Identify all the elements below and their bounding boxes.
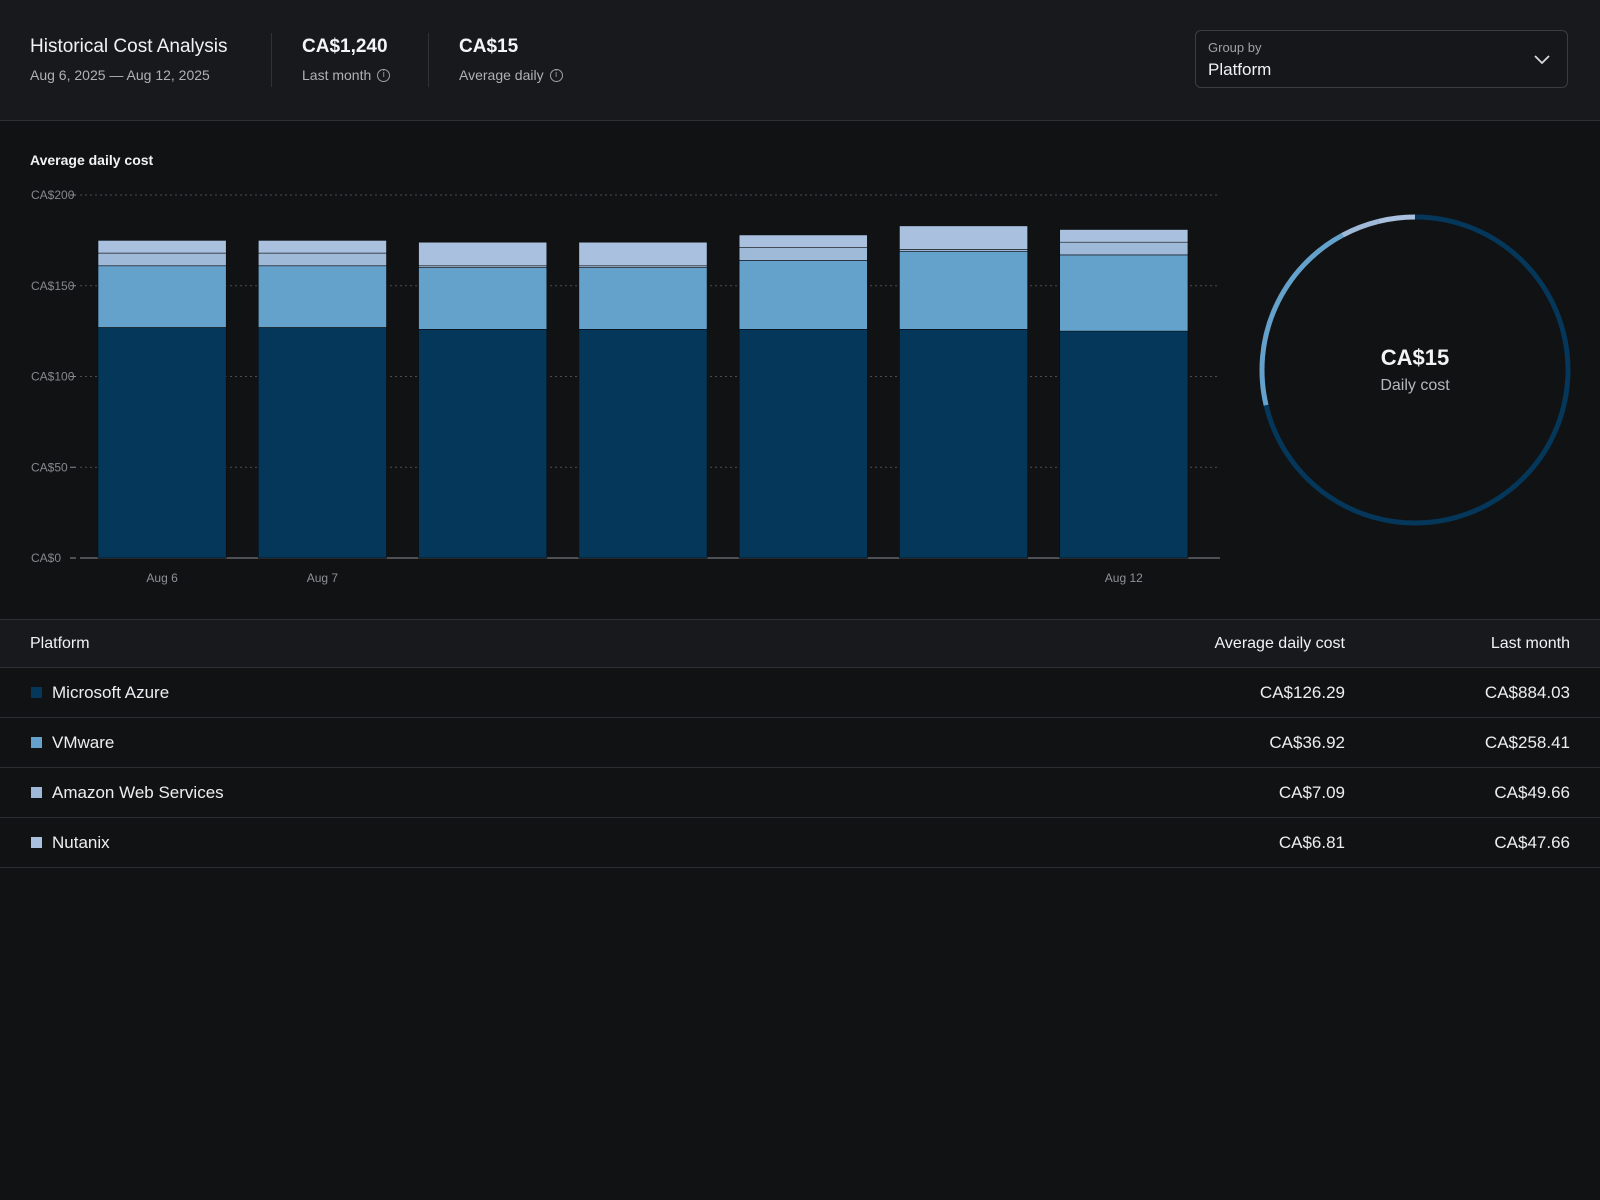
x-tick-label: Aug 6 [146,571,178,585]
x-tick-label: Aug 7 [307,571,339,585]
legend-swatch [31,737,42,748]
average-daily-cost: CA$126.29 [1259,683,1345,702]
bar-segment [1059,241,1189,256]
stat-last-month-value: CA$1,240 [302,36,388,57]
bar-segment [97,240,227,254]
last-month-cost: CA$49.66 [1494,783,1570,802]
platform-name: VMware [52,733,115,752]
chevron-down-icon [1534,55,1550,65]
bar-segment [97,265,227,328]
divider [428,33,429,87]
bar-segment [257,240,387,254]
bar-segment [418,329,548,559]
y-tick-label: CA$0 [31,551,61,565]
donut-value: CA$15 [1380,345,1450,370]
table-row[interactable]: VMware CA$36.92 CA$258.41 [0,718,1600,768]
platform-name: Microsoft Azure [52,683,170,702]
bar-segment [257,265,387,328]
info-icon[interactable]: i [549,68,563,82]
bar-segment [578,241,708,267]
stat-average-daily-label: Average daily [459,67,544,83]
page-title: Historical Cost Analysis [30,36,228,57]
platform-name: Nutanix [52,833,110,852]
bar-segment [578,267,708,330]
bar-segment [257,252,387,267]
group-by-value: Platform [1208,60,1272,79]
table-header: Platform Average daily cost Last month [0,619,1600,668]
y-tick-label: CA$100 [31,370,75,384]
info-icon[interactable]: i [377,68,391,82]
donut-segment [1377,214,1416,224]
summary-header: Historical Cost Analysis Aug 6, 2025 — A… [0,0,1600,121]
legend-swatch [31,837,42,848]
donut-segment [1263,214,1571,526]
bar-segment [257,327,387,559]
group-by-label: Group by [1208,40,1262,55]
average-daily-cost: CA$6.81 [1278,833,1345,852]
stat-last-month: CA$1,240 Last month i [302,36,391,83]
platform-cost-table: Platform Average daily cost Last month M… [0,619,1600,868]
bar-segment [738,247,868,261]
stat-last-month-label: Last month [302,67,372,83]
chart-title: Average daily cost [30,152,154,168]
stat-average-daily: CA$15 Average daily i [459,36,563,83]
bar-segment [738,234,868,248]
average-daily-cost: CA$7.09 [1278,783,1345,802]
last-month-cost: CA$47.66 [1494,833,1570,852]
donut-segment [1341,219,1380,238]
bar-segment [899,225,1028,250]
table-row[interactable]: Nutanix CA$6.81 CA$47.66 [0,818,1600,868]
donut-ring [1259,214,1571,526]
donut-label: Daily cost [1380,377,1450,394]
table-row[interactable]: Amazon Web Services CA$7.09 CA$49.66 [0,768,1600,818]
bar-segment [418,267,548,330]
bar-segment [738,329,868,559]
stacked-bar-chart: CA$0 CA$50 CA$100 CA$150 CA$200 Aug 6 Aug 7 Aug… [31,188,1220,585]
average-daily-cost: CA$36.92 [1269,733,1345,752]
group-by-select[interactable]: Group by Platform [1195,30,1568,88]
daily-cost-donut: CA$15 Daily cost [1255,210,1575,530]
col-last-month[interactable]: Last month [1490,635,1570,652]
x-tick-label: Aug 12 [1105,571,1143,585]
donut-segment [1259,233,1344,406]
y-tick-label: CA$150 [31,279,75,293]
platform-name: Amazon Web Services [52,783,224,802]
bar-segment [738,260,868,330]
bar-segment [578,329,708,559]
divider [271,33,272,87]
date-range: Aug 6, 2025 — Aug 12, 2025 [30,67,227,83]
bar-segment [1059,330,1189,559]
y-tick-label: CA$200 [31,188,75,202]
last-month-cost: CA$258.41 [1484,733,1570,752]
bar-segment [418,241,548,267]
bar-segment [97,327,227,559]
date-range-text: Aug 6, 2025 — Aug 12, 2025 [30,67,210,83]
stat-average-daily-value: CA$15 [459,36,519,57]
col-platform[interactable]: Platform [30,635,90,652]
title-block: Historical Cost Analysis Aug 6, 2025 — A… [30,36,227,83]
bar-segment [1059,229,1189,243]
legend-swatch [31,687,42,698]
col-average-daily-cost[interactable]: Average daily cost [1214,635,1345,652]
y-tick-label: CA$50 [31,460,68,474]
table-row[interactable]: Microsoft Azure CA$126.29 CA$884.03 [0,668,1600,718]
bar-segment [899,250,1028,330]
bar-segment [97,252,227,267]
last-month-cost: CA$884.03 [1484,683,1570,702]
legend-swatch [31,787,42,798]
bar-segment [899,329,1028,559]
bar-segment [1059,254,1189,332]
